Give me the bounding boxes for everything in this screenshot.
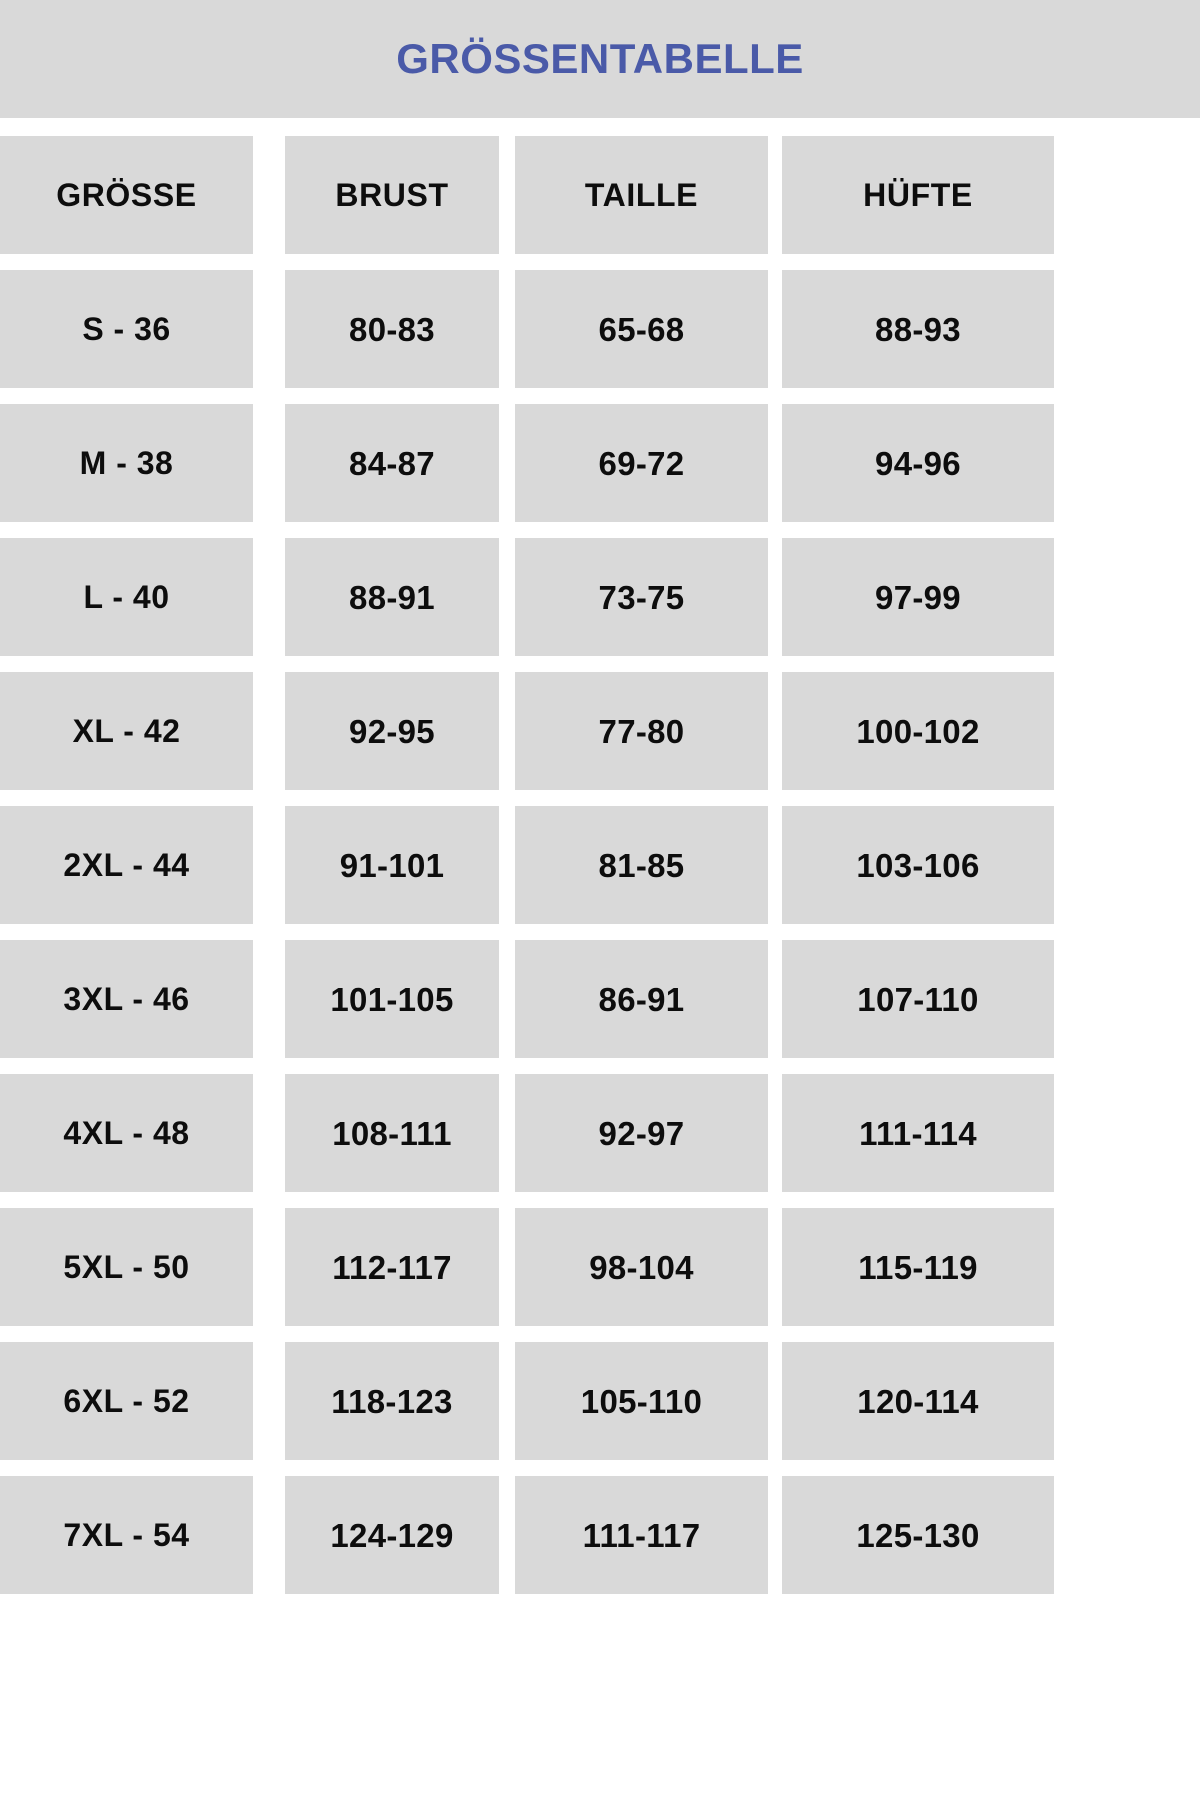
cell-groesse: 6XL - 52 — [63, 1383, 190, 1419]
table-row: 7XL - 54 — [0, 1476, 253, 1594]
table-row: 2XL - 44 — [0, 806, 253, 924]
table-row: 80-83 — [285, 270, 499, 388]
cell-huefte: 111-114 — [859, 1114, 977, 1152]
table-row: L - 40 — [0, 538, 253, 656]
table-row: 107-110 — [782, 940, 1054, 1058]
cell-huefte: 125-130 — [856, 1516, 980, 1554]
table-row: 3XL - 46 — [0, 940, 253, 1058]
cell-brust: 101-105 — [330, 980, 454, 1018]
cell-groesse: L - 40 — [83, 579, 170, 615]
cell-taille: 111-117 — [582, 1516, 701, 1554]
table-row: 88-91 — [285, 538, 499, 656]
size-table-grid: GRÖSSE BRUST TAILLE HÜFTE S - 36 80-83 6… — [0, 136, 1200, 1610]
cell-groesse: XL - 42 — [72, 713, 181, 749]
table-header-brust: BRUST — [285, 136, 499, 254]
page-title: GRÖSSENTABELLE — [396, 35, 804, 82]
cell-taille: 98-104 — [589, 1248, 694, 1286]
cell-taille: 69-72 — [598, 444, 685, 482]
cell-brust: 80-83 — [349, 310, 435, 348]
table-row: 101-105 — [285, 940, 499, 1058]
table-header-label: TAILLE — [584, 177, 699, 213]
table-row: 91-101 — [285, 806, 499, 924]
table-row: XL - 42 — [0, 672, 253, 790]
table-row: 6XL - 52 — [0, 1342, 253, 1460]
table-row: 88-93 — [782, 270, 1054, 388]
table-header-taille: TAILLE — [515, 136, 768, 254]
table-row: 111-117 — [515, 1476, 768, 1594]
table-row: 105-110 — [515, 1342, 768, 1460]
table-header-label: GRÖSSE — [56, 177, 197, 213]
cell-taille: 77-80 — [598, 712, 685, 750]
table-row: 124-129 — [285, 1476, 499, 1594]
table-row: 92-97 — [515, 1074, 768, 1192]
table-row: 92-95 — [285, 672, 499, 790]
table-row: 118-123 — [285, 1342, 499, 1460]
table-row: 103-106 — [782, 806, 1054, 924]
cell-groesse: 7XL - 54 — [63, 1517, 190, 1553]
table-row: 65-68 — [515, 270, 768, 388]
table-row: 125-130 — [782, 1476, 1054, 1594]
cell-groesse: M - 38 — [79, 445, 174, 481]
table-row: 97-99 — [782, 538, 1054, 656]
title-band: GRÖSSENTABELLE — [0, 0, 1200, 118]
cell-taille: 81-85 — [598, 846, 685, 884]
cell-taille: 92-97 — [598, 1114, 685, 1152]
table-header-huefte: HÜFTE — [782, 136, 1054, 254]
table-row: 112-117 — [285, 1208, 499, 1326]
table-header-label: HÜFTE — [863, 177, 973, 213]
table-row: 86-91 — [515, 940, 768, 1058]
table-row: 108-111 — [285, 1074, 499, 1192]
cell-brust: 118-123 — [331, 1382, 453, 1420]
cell-brust: 92-95 — [349, 712, 435, 750]
cell-groesse: 4XL - 48 — [63, 1115, 190, 1151]
cell-groesse: 2XL - 44 — [63, 847, 190, 883]
cell-brust: 124-129 — [330, 1516, 454, 1554]
cell-huefte: 88-93 — [875, 310, 961, 348]
table-row: 115-119 — [782, 1208, 1054, 1326]
cell-groesse: S - 36 — [82, 311, 171, 347]
table-row: 5XL - 50 — [0, 1208, 253, 1326]
cell-huefte: 115-119 — [858, 1248, 978, 1286]
cell-taille: 105-110 — [580, 1382, 703, 1420]
cell-huefte: 94-96 — [875, 444, 961, 482]
cell-groesse: 5XL - 50 — [63, 1249, 190, 1285]
cell-brust: 112-117 — [332, 1248, 452, 1286]
table-header-label: BRUST — [335, 177, 449, 213]
table-row: 98-104 — [515, 1208, 768, 1326]
cell-taille: 73-75 — [598, 578, 685, 616]
table-row: S - 36 — [0, 270, 253, 388]
cell-huefte: 103-106 — [856, 846, 980, 884]
cell-huefte: 120-114 — [857, 1382, 979, 1420]
table-row: 77-80 — [515, 672, 768, 790]
cell-taille: 86-91 — [598, 980, 685, 1018]
table-header-groesse: GRÖSSE — [0, 136, 253, 254]
table-row: 81-85 — [515, 806, 768, 924]
cell-huefte: 97-99 — [875, 578, 961, 616]
table-row: 111-114 — [782, 1074, 1054, 1192]
table-row: 120-114 — [782, 1342, 1054, 1460]
cell-brust: 91-101 — [339, 846, 445, 884]
table-row: 84-87 — [285, 404, 499, 522]
table-row: 73-75 — [515, 538, 768, 656]
cell-huefte: 100-102 — [856, 712, 980, 750]
table-row: 94-96 — [782, 404, 1054, 522]
cell-brust: 108-111 — [332, 1114, 452, 1152]
table-row: M - 38 — [0, 404, 253, 522]
cell-groesse: 3XL - 46 — [63, 981, 190, 1017]
cell-huefte: 107-110 — [857, 980, 979, 1018]
cell-taille: 65-68 — [598, 310, 685, 348]
table-row: 4XL - 48 — [0, 1074, 253, 1192]
table-row: 69-72 — [515, 404, 768, 522]
cell-brust: 84-87 — [349, 444, 435, 482]
cell-brust: 88-91 — [349, 578, 435, 616]
table-row: 100-102 — [782, 672, 1054, 790]
